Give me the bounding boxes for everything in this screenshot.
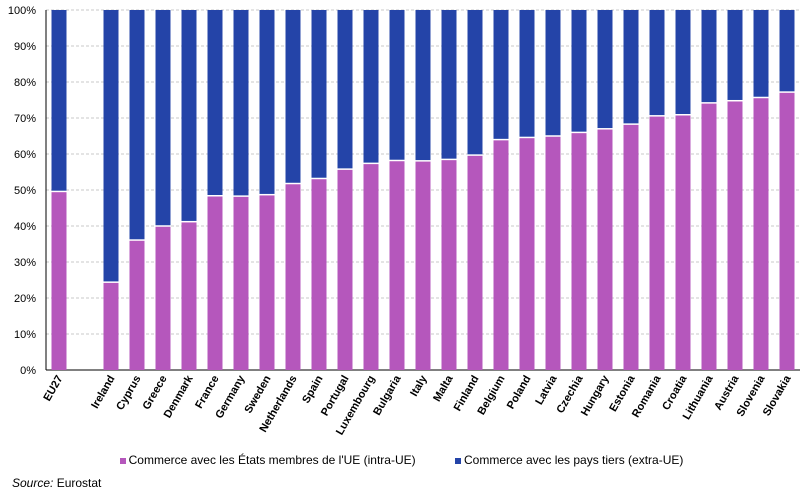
bar-segment [493, 10, 509, 140]
bar-segment [155, 226, 171, 370]
bar-segment [519, 10, 535, 138]
bar-segment [597, 10, 613, 129]
bar-segment [233, 10, 249, 197]
source-value: Eurostat [56, 476, 102, 490]
source-note: Source: Eurostat [12, 476, 101, 490]
bar-segment [259, 194, 275, 370]
bar-segment [571, 10, 587, 133]
bar-segment [753, 10, 769, 98]
y-tick-label: 0% [20, 365, 36, 377]
bar-segment [571, 132, 587, 370]
legend-swatch-intra [119, 457, 126, 464]
x-tick-label: Poland [505, 374, 534, 412]
bar-segment [51, 10, 67, 192]
bar-segment [467, 155, 483, 370]
x-tick-label: Greece [141, 374, 170, 412]
legend-label-extra: Commerce avec les pays tiers (extra-UE) [464, 453, 684, 467]
bar-segment [259, 10, 275, 195]
bar-segment [727, 10, 743, 101]
legend-label-intra: Commerce avec les États membres de l'UE … [128, 453, 416, 467]
x-tick-label: France [193, 374, 221, 411]
bar-segment [207, 195, 223, 370]
bar-segment [415, 10, 431, 161]
bar-segment [701, 10, 717, 103]
bar-segment [103, 10, 119, 283]
bar-segment [727, 100, 743, 370]
x-tick-label: Spain [300, 373, 326, 405]
bar-segment [701, 102, 717, 370]
bar-segment [441, 10, 457, 160]
bar-segment [649, 115, 665, 370]
bar-segment [129, 10, 145, 241]
bar-segment [493, 139, 509, 370]
bar-segment [441, 159, 457, 370]
bar-segment [207, 10, 223, 196]
x-tick-label: Ireland [89, 374, 117, 411]
x-tick-label: Malta [431, 373, 456, 404]
bar-segment [779, 10, 795, 93]
legend-item-intra: Commerce avec les États membres de l'UE … [119, 453, 416, 467]
bar-segment [311, 178, 327, 370]
y-tick-label: 80% [14, 77, 36, 89]
bar-segment [467, 10, 483, 156]
bar-segment [623, 124, 639, 371]
bar-segment [753, 97, 769, 370]
bar-segment [311, 10, 327, 179]
y-tick-label: 40% [14, 221, 36, 233]
bar-segment [675, 10, 691, 115]
bar-segment [51, 191, 67, 370]
legend-swatch-extra [455, 457, 461, 464]
bar-segment [363, 163, 379, 370]
bar-segment [285, 10, 301, 184]
bar-segment [285, 183, 301, 370]
bar-segment [415, 160, 431, 370]
bar-segment [597, 128, 613, 370]
y-tick-label: 20% [14, 293, 36, 305]
bar-segment [519, 137, 535, 370]
x-tick-label: Latvia [533, 373, 560, 407]
bar-segment [623, 10, 639, 125]
y-tick-label: 50% [14, 185, 36, 197]
bar-segment [129, 240, 145, 370]
bar-chart: 0% 10% 20% 30% 40% 50% 60% 70% 80% 90% 100% EU27 Ire… [8, 5, 800, 437]
bar-segment [779, 92, 795, 370]
y-tick-label: 60% [14, 149, 36, 161]
x-tick-label: Cyprus [114, 374, 143, 413]
bar-segment [337, 169, 353, 370]
x-tick-label: Italy [408, 373, 430, 399]
bar-segment [337, 10, 353, 170]
bar-segment [649, 10, 665, 116]
x-tick-label: EU27 [41, 374, 65, 404]
bar-segment [155, 10, 171, 226]
y-tick-label: 10% [14, 329, 36, 341]
legend-item-extra: Commerce avec les pays tiers (extra-UE) [455, 453, 683, 467]
bar-segment [545, 10, 561, 136]
bar-segment [181, 221, 197, 370]
bar-segment [389, 10, 405, 161]
y-tick-label: 70% [14, 113, 36, 125]
bar-segment [545, 136, 561, 370]
y-tick-label: 100% [8, 5, 36, 17]
y-tick-label: 90% [14, 41, 36, 53]
bar-segment [103, 282, 119, 370]
source-label: Source: [12, 476, 54, 490]
y-tick-label: 30% [14, 257, 36, 269]
bar-segment [233, 196, 249, 370]
bar-segment [363, 10, 379, 164]
bar-segment [389, 160, 405, 370]
bar-segment [181, 10, 197, 222]
bar-segment [675, 114, 691, 370]
legend: Commerce avec les États membres de l'UE … [0, 453, 803, 467]
